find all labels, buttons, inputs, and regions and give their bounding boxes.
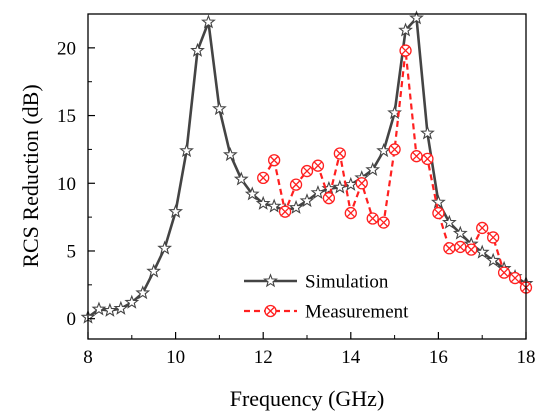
x-tick-label: 16	[429, 347, 448, 368]
measurement-point	[311, 159, 325, 172]
legend-item-simulation: Simulation	[244, 272, 389, 293]
simulation-point	[179, 142, 194, 158]
simulation-point	[135, 285, 151, 300]
simulation-point	[485, 252, 501, 267]
x-tick-label: 14	[341, 347, 361, 368]
measurement-point	[508, 271, 522, 285]
measurement-point	[267, 154, 281, 167]
simulation-point	[233, 171, 249, 186]
simulation-point	[343, 176, 359, 191]
measurement-point	[476, 221, 489, 235]
simulation-point	[288, 199, 304, 214]
simulation-point	[420, 125, 435, 140]
plot-marks	[80, 10, 534, 324]
legend: Simulation Measurement	[244, 272, 409, 323]
simulation-point	[474, 244, 490, 259]
y-tick-label: 20	[57, 38, 76, 59]
simulation-point	[332, 179, 348, 194]
simulation-point	[157, 240, 173, 255]
legend-item-measurement: Measurement	[244, 302, 409, 323]
y-tick-label: 15	[57, 106, 76, 127]
simulation-point	[244, 186, 260, 201]
legend-label: Simulation	[305, 272, 389, 293]
legend-label: Measurement	[305, 302, 409, 323]
measurement-point	[278, 205, 292, 218]
legend-swatch-marker	[264, 304, 277, 318]
x-tick-label: 8	[83, 347, 93, 368]
measurement-point	[300, 164, 314, 178]
simulation-point	[113, 300, 129, 315]
simulation-point	[190, 42, 205, 57]
y-tick-label: 5	[67, 241, 77, 262]
measurement-point	[497, 266, 511, 279]
simulation-point	[441, 214, 457, 229]
measurement-point	[377, 216, 390, 229]
simulation-point	[222, 147, 238, 162]
simulation-point	[398, 22, 413, 37]
measurement-point	[432, 206, 445, 220]
simulation-point	[124, 294, 140, 309]
simulation-series	[80, 10, 534, 324]
y-tick-label: 0	[67, 309, 77, 330]
measurement-point	[333, 147, 347, 160]
y-axis-title: RCS Reduction (dB)	[18, 84, 43, 267]
x-axis-title: Frequency (GHz)	[230, 386, 385, 411]
legend-swatch-marker	[263, 273, 278, 288]
measurement-point	[486, 231, 500, 244]
simulation-point	[365, 161, 381, 177]
simulation-point	[212, 101, 227, 116]
simulation-point	[299, 193, 315, 208]
x-tick-label: 10	[166, 347, 185, 368]
simulation-point	[409, 10, 424, 25]
simulation-point	[452, 225, 468, 240]
measurement-point	[454, 240, 467, 254]
measurement-point	[443, 242, 456, 255]
simulation-point	[430, 194, 446, 209]
measurement-point	[465, 243, 478, 256]
simulation-point	[102, 302, 118, 317]
x-tick-label: 18	[517, 347, 536, 368]
simulation-point	[376, 142, 392, 158]
measurement-point	[355, 177, 368, 190]
measurement-point	[399, 44, 412, 57]
simulation-point	[146, 263, 162, 278]
x-tick-label: 12	[254, 347, 273, 368]
axes: 8 10 12 14 16 18 0 5 10 15 20	[57, 38, 536, 368]
simulation-point	[255, 195, 271, 210]
measurement-point	[257, 171, 270, 185]
simulation-point	[387, 105, 402, 120]
y-tick-label: 10	[57, 174, 76, 195]
measurement-point	[344, 206, 357, 220]
measurement-point	[289, 178, 303, 191]
simulation-point	[266, 198, 282, 213]
simulation-point	[310, 184, 326, 200]
simulation-point	[201, 14, 216, 29]
measurement-point	[366, 212, 379, 225]
measurement-series	[257, 44, 533, 294]
measurement-point	[410, 150, 423, 163]
measurement-point	[388, 143, 401, 156]
simulation-point	[168, 203, 183, 218]
measurement-point	[421, 152, 434, 166]
measurement-point	[322, 192, 336, 205]
simulation-point	[91, 301, 107, 316]
